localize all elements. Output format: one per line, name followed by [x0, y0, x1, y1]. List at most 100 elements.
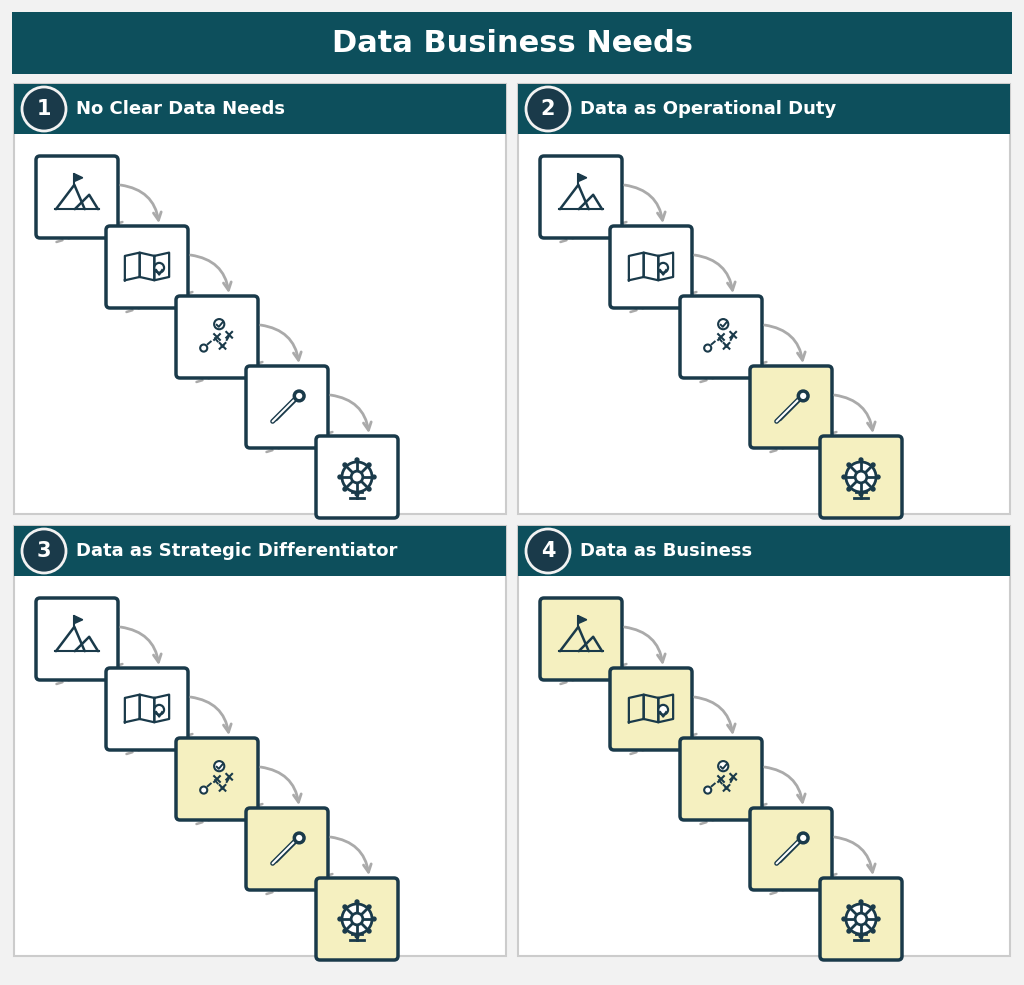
FancyBboxPatch shape [246, 366, 328, 448]
Text: 3: 3 [37, 541, 51, 561]
FancyBboxPatch shape [820, 436, 902, 518]
FancyBboxPatch shape [246, 808, 328, 890]
Circle shape [351, 471, 362, 483]
Bar [14, 84, 506, 134]
Circle shape [368, 929, 371, 933]
Circle shape [342, 904, 372, 934]
Circle shape [342, 462, 372, 492]
Bar [518, 84, 1010, 514]
Circle shape [847, 488, 851, 491]
Circle shape [847, 463, 851, 467]
Text: Data as Business: Data as Business [580, 542, 752, 560]
Circle shape [22, 529, 66, 573]
Bar [14, 526, 506, 576]
Circle shape [294, 833, 304, 843]
FancyBboxPatch shape [36, 598, 118, 680]
FancyBboxPatch shape [36, 156, 118, 238]
Circle shape [22, 87, 66, 131]
Circle shape [799, 391, 808, 401]
Bar [12, 12, 1012, 74]
Circle shape [373, 475, 376, 479]
Circle shape [658, 705, 668, 715]
Polygon shape [75, 616, 83, 624]
Circle shape [855, 471, 867, 483]
Circle shape [871, 929, 874, 933]
Circle shape [859, 900, 863, 903]
Circle shape [526, 529, 570, 573]
Text: No Clear Data Needs: No Clear Data Needs [76, 100, 285, 118]
Circle shape [355, 492, 358, 496]
FancyBboxPatch shape [750, 366, 831, 448]
FancyBboxPatch shape [316, 436, 398, 518]
Circle shape [859, 934, 863, 938]
Circle shape [355, 934, 358, 938]
FancyBboxPatch shape [750, 808, 831, 890]
Circle shape [355, 458, 358, 462]
Circle shape [214, 761, 224, 771]
FancyBboxPatch shape [540, 598, 622, 680]
Circle shape [200, 345, 207, 352]
Circle shape [155, 263, 164, 273]
Circle shape [859, 458, 863, 462]
Bar [518, 84, 1010, 134]
Circle shape [343, 929, 347, 933]
Circle shape [877, 917, 880, 921]
FancyBboxPatch shape [610, 226, 692, 308]
Circle shape [847, 905, 851, 909]
Circle shape [842, 475, 846, 479]
Circle shape [343, 463, 347, 467]
Circle shape [799, 833, 808, 843]
FancyBboxPatch shape [610, 668, 692, 750]
Circle shape [526, 87, 570, 131]
Text: Data as Strategic Differentiator: Data as Strategic Differentiator [76, 542, 397, 560]
FancyBboxPatch shape [176, 738, 258, 820]
FancyBboxPatch shape [540, 156, 622, 238]
Circle shape [718, 761, 728, 771]
Bar [518, 526, 1010, 576]
Circle shape [705, 787, 712, 794]
Text: 2: 2 [541, 99, 555, 119]
Circle shape [846, 462, 877, 492]
Circle shape [351, 913, 362, 925]
Circle shape [338, 917, 342, 921]
Circle shape [368, 905, 371, 909]
Circle shape [658, 263, 668, 273]
Bar [518, 526, 1010, 956]
FancyBboxPatch shape [820, 878, 902, 960]
Circle shape [705, 345, 712, 352]
Circle shape [294, 391, 304, 401]
Circle shape [718, 319, 728, 329]
Bar [14, 526, 506, 956]
FancyBboxPatch shape [106, 668, 188, 750]
Text: 4: 4 [541, 541, 555, 561]
FancyBboxPatch shape [680, 296, 762, 378]
Circle shape [355, 900, 358, 903]
Circle shape [855, 913, 867, 925]
Circle shape [200, 787, 207, 794]
Circle shape [859, 492, 863, 496]
Circle shape [368, 488, 371, 491]
FancyBboxPatch shape [176, 296, 258, 378]
FancyBboxPatch shape [316, 878, 398, 960]
FancyBboxPatch shape [680, 738, 762, 820]
Circle shape [871, 488, 874, 491]
Circle shape [338, 475, 342, 479]
Polygon shape [75, 173, 83, 181]
Circle shape [842, 917, 846, 921]
Text: Data as Operational Duty: Data as Operational Duty [580, 100, 837, 118]
Circle shape [871, 905, 874, 909]
Circle shape [214, 319, 224, 329]
FancyBboxPatch shape [106, 226, 188, 308]
Polygon shape [579, 616, 587, 624]
Text: 1: 1 [37, 99, 51, 119]
Bar [14, 84, 506, 514]
Circle shape [343, 905, 347, 909]
Circle shape [847, 929, 851, 933]
Circle shape [343, 488, 347, 491]
Circle shape [368, 463, 371, 467]
Text: Data Business Needs: Data Business Needs [332, 29, 692, 57]
Circle shape [877, 475, 880, 479]
Circle shape [846, 904, 877, 934]
Circle shape [871, 463, 874, 467]
Circle shape [373, 917, 376, 921]
